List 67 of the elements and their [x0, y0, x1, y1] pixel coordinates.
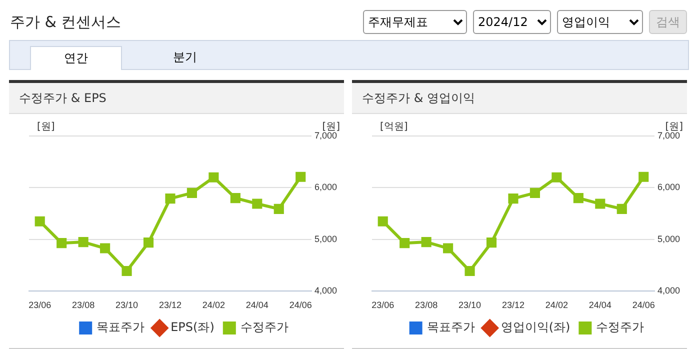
- x-tick-label: 23/06: [372, 300, 394, 310]
- point: [552, 172, 562, 182]
- point: [421, 237, 432, 248]
- x-tick-label: 23/08: [72, 300, 95, 310]
- chart-title: 수정주가 & 영업이익: [352, 83, 687, 114]
- y2-tick-label: 5,000: [314, 234, 338, 244]
- x-tick-label: 24/06: [632, 300, 655, 310]
- text: 분기: [172, 49, 198, 66]
- legend-label: 수정주가: [240, 320, 288, 334]
- point: [56, 238, 67, 248]
- point: [464, 266, 475, 276]
- text: 2024/12: [473, 10, 551, 34]
- y2-axis-title: [원]: [322, 122, 340, 133]
- x-tick-label: 23/10: [458, 300, 482, 310]
- y2-tick-label: 5,000: [657, 234, 680, 244]
- text: 검색: [649, 10, 687, 34]
- point: [186, 188, 198, 198]
- x-tick-label: 23/08: [415, 300, 438, 310]
- x-tick-label: 23/06: [28, 300, 52, 310]
- point: [34, 216, 45, 226]
- point: [296, 172, 306, 182]
- point: [143, 238, 154, 248]
- text: 연간: [30, 46, 122, 70]
- legend-label: 목표주가: [426, 320, 475, 334]
- x-tick-label: 24/02: [202, 300, 225, 310]
- point: [252, 198, 262, 209]
- point: [378, 216, 388, 226]
- point: [122, 266, 132, 276]
- point: [274, 204, 284, 214]
- y2-tick-label: 4,000: [657, 286, 680, 296]
- text: 영업이익: [557, 10, 643, 34]
- legend-label: 수정주가: [596, 320, 644, 334]
- y-axis-title: [원]: [37, 122, 55, 133]
- x-tick-label: 24/06: [289, 300, 312, 310]
- x-tick-label: 24/02: [545, 300, 568, 310]
- y2-tick-label: 6,000: [657, 182, 680, 192]
- x-tick-label: 23/10: [116, 300, 138, 310]
- x-tick-label: 23/12: [158, 300, 182, 310]
- point: [230, 193, 240, 204]
- point: [208, 172, 219, 182]
- point: [78, 237, 88, 248]
- legend-label: 목표주가: [96, 320, 145, 334]
- x-tick-label: 24/04: [246, 300, 268, 310]
- point: [400, 238, 410, 248]
- text: 주가 & 컨센서스: [10, 13, 122, 32]
- y2-tick-label: 6,000: [314, 182, 338, 192]
- chart-title: 수정주가 & EPS: [9, 83, 344, 114]
- y2-tick-label: 7,000: [657, 130, 680, 140]
- point: [530, 188, 540, 198]
- text: 주재무제표: [363, 10, 467, 34]
- point: [595, 198, 606, 209]
- legend-label: EPS(좌): [170, 320, 214, 334]
- x-tick-label: 24/04: [588, 300, 612, 310]
- y2-tick-label: 4,000: [314, 286, 338, 296]
- point: [486, 238, 497, 248]
- point: [165, 194, 176, 204]
- x-tick-label: 23/12: [502, 300, 525, 310]
- y-axis-title: [억원]: [380, 122, 408, 133]
- point: [100, 243, 110, 254]
- point: [573, 193, 584, 204]
- y2-tick-label: 7,000: [314, 130, 338, 140]
- y2-axis-title: [원]: [665, 122, 684, 133]
- point: [443, 243, 454, 254]
- point: [508, 194, 518, 204]
- point: [616, 204, 627, 214]
- point: [638, 172, 649, 182]
- legend-label: 영업이익(좌): [500, 320, 570, 334]
